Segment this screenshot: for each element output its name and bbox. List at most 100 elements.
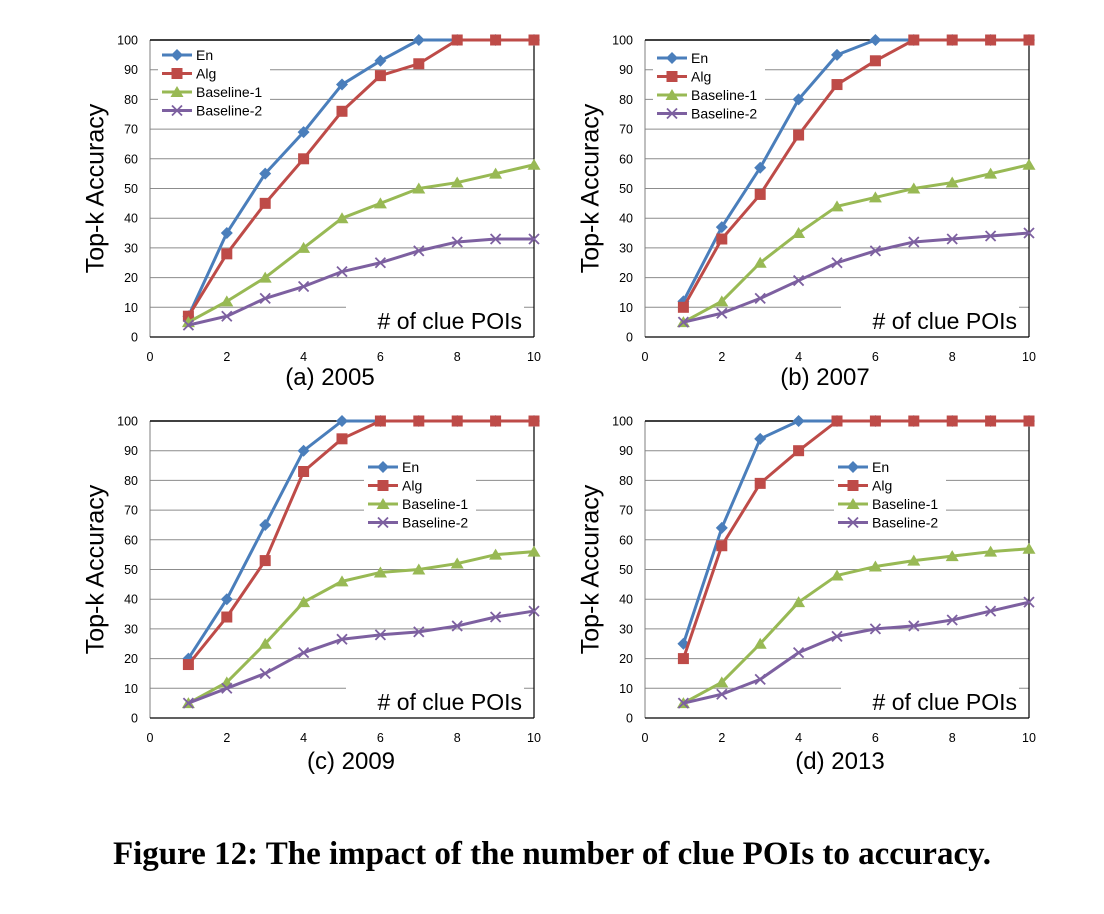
data-point-baseline-1	[753, 637, 767, 649]
series-line-alg	[187, 38, 534, 317]
data-point-alg	[869, 415, 881, 427]
data-point-alg	[754, 477, 766, 489]
data-point-baseline-2	[489, 233, 502, 245]
data-point-baseline-1	[868, 560, 882, 572]
y-tick-label: 40	[619, 212, 633, 226]
data-point-baseline-2	[336, 633, 348, 645]
data-point-alg	[677, 301, 689, 313]
x-tick-label: 4	[300, 350, 307, 364]
data-point-alg	[298, 465, 310, 477]
y-tick-label: 30	[619, 241, 633, 255]
data-point-baseline-2	[869, 623, 882, 635]
y-tick-label: 20	[619, 652, 633, 666]
legend-swatch-marker	[170, 86, 184, 97]
data-point-baseline-2	[946, 614, 958, 626]
data-point-baseline-1	[373, 566, 387, 578]
data-point-baseline-2	[677, 697, 690, 709]
data-point-baseline-2	[908, 620, 920, 632]
x-tick-label: 4	[300, 731, 307, 745]
x-tick-label: 2	[718, 731, 725, 745]
series-line-alg	[187, 419, 534, 666]
data-point-alg	[946, 34, 958, 46]
data-point-baseline-2	[374, 257, 387, 269]
y-tick-label: 40	[124, 212, 138, 226]
y-tick-label: 10	[124, 301, 138, 315]
legend-swatch-marker	[377, 480, 389, 491]
data-point-alg	[182, 659, 194, 671]
series-line-baseline-1	[682, 547, 1030, 705]
x-tick-label: 0	[642, 350, 649, 364]
chart-panel-2: 0 10 20 30 40 50 60 70 80 90 100 0 2 4 6 8 10 Top-k Accur…	[577, 34, 1036, 392]
series-line-baseline-2	[188, 237, 534, 327]
panel-title: (d) 2013	[795, 748, 884, 775]
y-axis-label: Top-k Accuracy	[577, 484, 605, 654]
y-tick-label: 70	[124, 123, 138, 137]
legend-swatch-marker	[846, 498, 860, 509]
data-point-alg	[259, 197, 271, 209]
data-point-alg	[793, 445, 805, 457]
legend-swatch-marker	[847, 461, 859, 473]
x-axis-label-bg	[346, 686, 524, 716]
x-tick-label: 6	[377, 731, 384, 745]
data-point-baseline-1	[715, 295, 729, 307]
data-point-alg	[221, 611, 233, 623]
data-point-alg	[754, 188, 766, 200]
data-point-alg	[451, 34, 463, 46]
legend: En Alg Baseline-1 Baseline-2	[834, 457, 946, 535]
x-tick-label: 6	[872, 350, 879, 364]
data-point-baseline-2	[451, 236, 463, 248]
y-tick-label: 80	[124, 474, 138, 488]
y-tick-label: 50	[619, 182, 633, 196]
data-point-baseline-2	[716, 307, 728, 319]
data-point-alg	[1023, 34, 1035, 46]
y-tick-label: 70	[619, 123, 633, 137]
data-point-baseline-1	[907, 182, 921, 194]
x-axis-label: # of clue POIs	[378, 308, 522, 334]
series-line-baseline-2	[683, 231, 1030, 324]
chart-panel-3: 0 10 20 30 40 50 60 70 80 90 100 0 2 4 6 8 10 Top-k Accur…	[82, 415, 541, 776]
y-tick-label: 100	[117, 415, 138, 429]
data-point-baseline-1	[527, 545, 541, 557]
data-point-en	[297, 444, 310, 457]
legend-label: Baseline-1	[872, 496, 938, 512]
data-point-baseline-1	[830, 200, 844, 212]
data-point-alg	[869, 55, 881, 67]
panel-title: (a) 2005	[285, 364, 374, 391]
legend-swatch-marker	[376, 498, 390, 509]
y-tick-label: 10	[619, 682, 633, 696]
x-axis-label: # of clue POIs	[378, 689, 522, 715]
data-point-baseline-1	[489, 548, 503, 560]
data-point-baseline-1	[297, 241, 311, 253]
data-point-baseline-1	[945, 550, 959, 562]
x-tick-label: 8	[949, 731, 956, 745]
data-point-baseline-2	[792, 274, 805, 287]
series-line-baseline-1	[682, 163, 1030, 324]
data-point-en	[831, 48, 843, 61]
chart-panel-1: 0 10 20 30 40 50 60 70 80 90 100 0 2 4 6 8 10 Top-k Accur…	[82, 34, 541, 392]
x-tick-label: 10	[527, 731, 541, 745]
legend: En Alg Baseline-1 Baseline-2	[158, 45, 270, 123]
data-point-baseline-2	[413, 245, 425, 257]
data-point-alg	[221, 248, 233, 260]
y-tick-label: 40	[619, 593, 633, 607]
data-point-baseline-1	[868, 191, 882, 203]
data-point-baseline-1	[984, 167, 998, 179]
legend-label: Baseline-2	[196, 103, 262, 119]
data-point-baseline-2	[1023, 227, 1035, 239]
data-point-baseline-1	[715, 676, 729, 688]
x-axis-label-bg	[841, 305, 1019, 335]
data-point-baseline-1	[450, 557, 464, 569]
chart-panel-4: 0 10 20 30 40 50 60 70 80 90 100 0 2 4 6 8 10 Top-k Accur…	[577, 415, 1036, 776]
y-tick-label: 40	[124, 593, 138, 607]
y-tick-label: 100	[612, 34, 633, 48]
data-point-en	[336, 415, 348, 427]
data-point-alg	[908, 34, 920, 46]
data-point-baseline-1	[984, 545, 998, 557]
series-line-alg	[681, 419, 1029, 660]
panel-title: (c) 2009	[307, 748, 395, 775]
data-point-baseline-1	[1022, 542, 1036, 554]
data-point-baseline-1	[335, 575, 349, 587]
y-tick-label: 30	[124, 622, 138, 636]
data-point-alg	[1023, 415, 1035, 427]
legend-swatch-marker	[847, 516, 859, 529]
